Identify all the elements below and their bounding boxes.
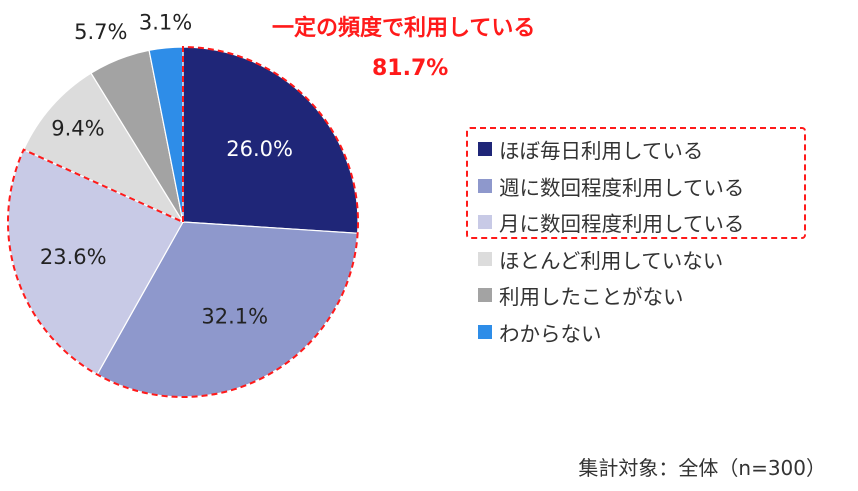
legend-swatch: [478, 251, 492, 266]
data-label-6: 3.1%: [139, 10, 192, 34]
highlight-callout-title: 一定の頻度で利用している: [272, 16, 536, 41]
legend-swatch: [478, 142, 492, 157]
highlight-callout-value: 81.7%: [372, 56, 449, 81]
data-label-3: 23.6%: [40, 245, 107, 269]
legend-label: ほぼ毎日利用している: [499, 139, 704, 164]
data-label-1: 26.0%: [226, 137, 293, 161]
legend-label: わからない: [499, 321, 602, 346]
pie-slice-1: [182, 46, 359, 234]
legend-swatch: [478, 288, 492, 303]
legend-item-1: ほぼ毎日利用している: [478, 131, 818, 168]
sample-footnote: 集計対象：全体（n=300）: [578, 456, 826, 480]
legend-label: 利用したことがない: [499, 285, 684, 310]
legend: ほぼ毎日利用している週に数回程度利用している 月に数回程度利用している ほとんど利用…: [478, 131, 818, 350]
legend-item-5: 利用したことがない: [478, 277, 818, 314]
legend-swatch: [478, 178, 492, 193]
data-label-4: 9.4%: [51, 117, 104, 141]
legend-item-6: わからない: [478, 314, 818, 351]
highlight-outline: [7, 45, 359, 398]
legend-swatch: [478, 215, 492, 230]
pie-slice-4: [22, 72, 185, 224]
legend-item-2: 週に数回程度利用している: [478, 168, 818, 205]
legend-label: 月に数回程度利用している: [499, 212, 745, 237]
legend-label: ほとんど利用していない: [499, 248, 724, 273]
legend-swatch: [478, 324, 492, 339]
data-label-2: 32.1%: [201, 304, 268, 328]
legend-item-4: ほとんど利用していない: [478, 241, 818, 278]
legend-item-3: 月に数回程度利用している: [478, 204, 818, 241]
legend-highlight-box: [466, 127, 806, 239]
data-label-5: 5.7%: [74, 20, 127, 44]
legend-label: 週に数回程度利用している: [499, 175, 745, 200]
